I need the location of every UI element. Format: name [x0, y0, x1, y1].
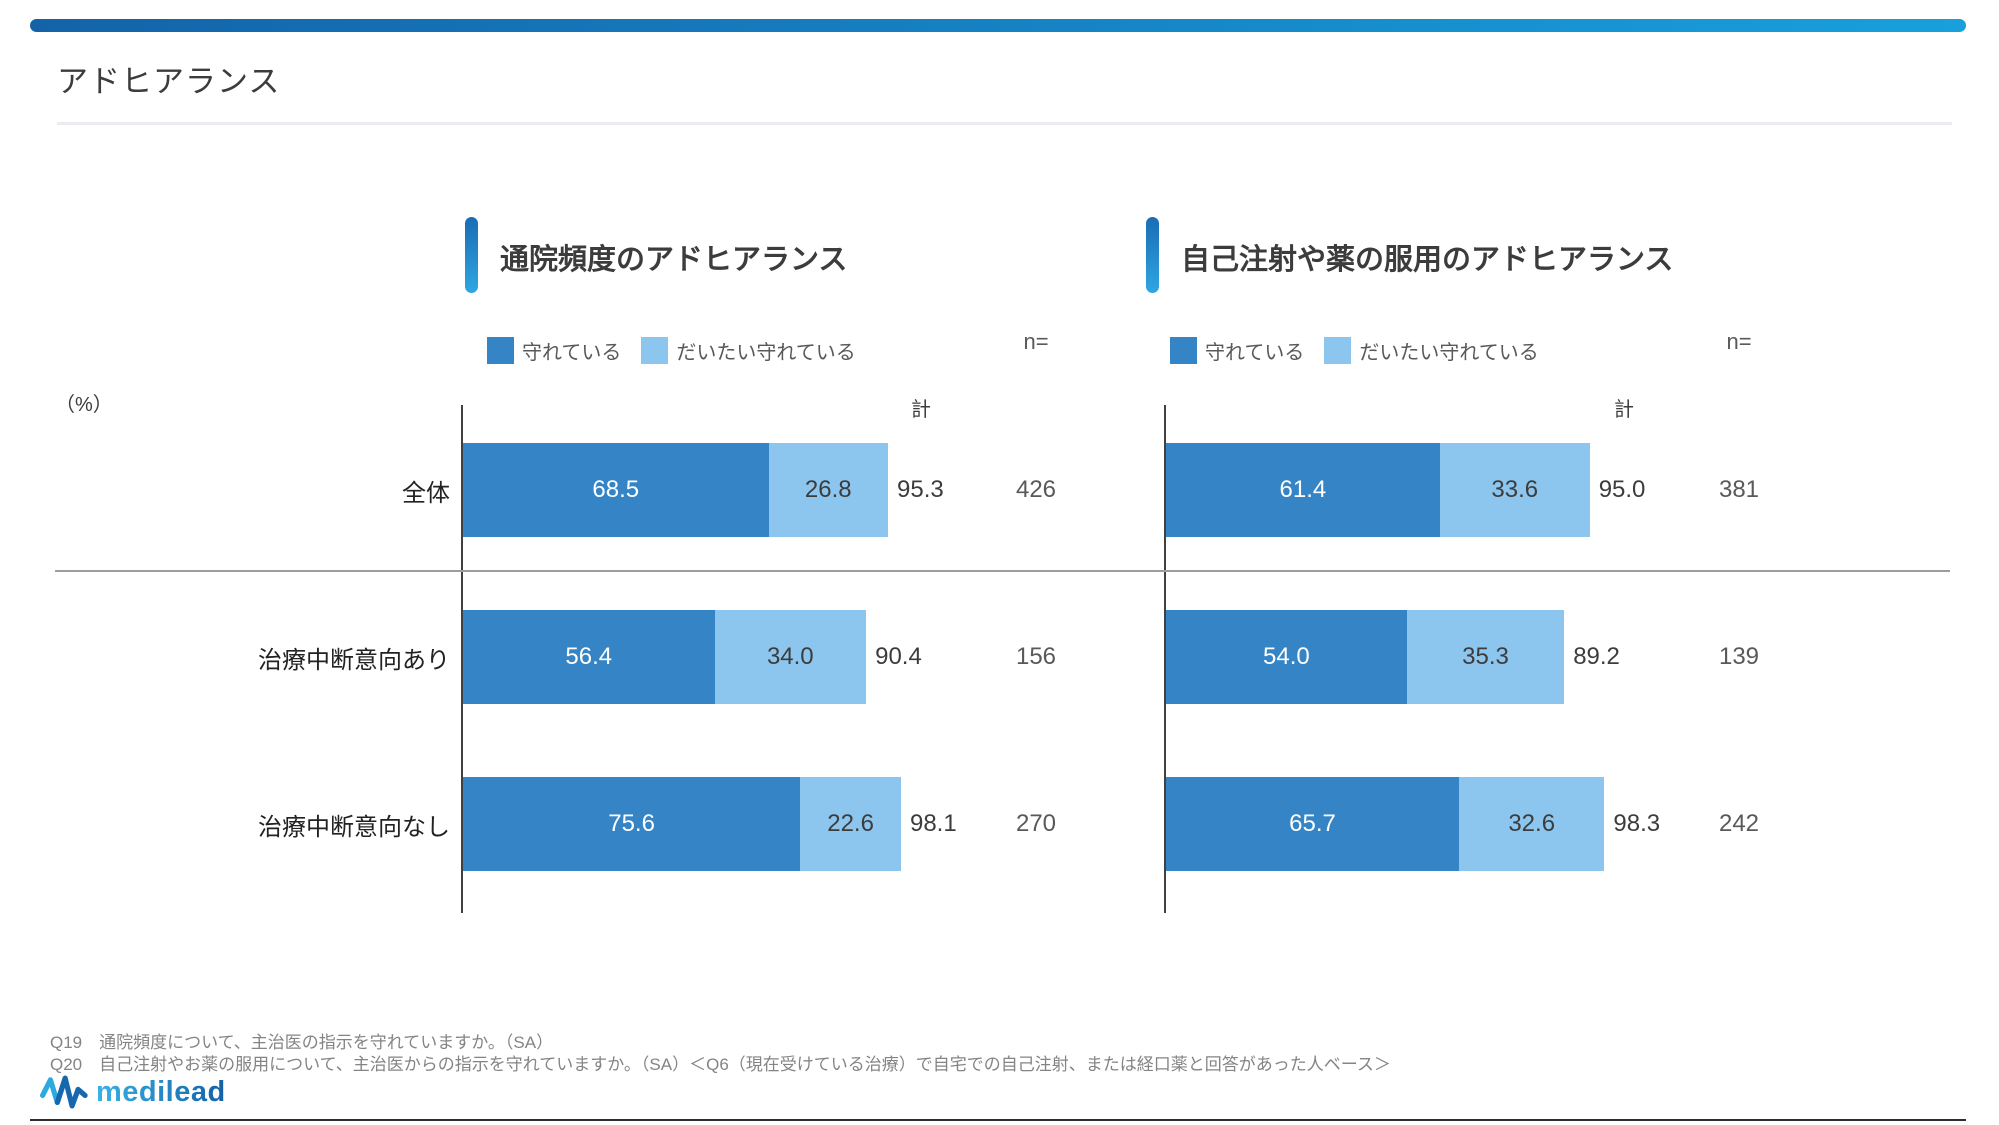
row-label: 治療中断意向なし: [258, 813, 450, 841]
row-label: 治療中断意向あり: [258, 646, 450, 674]
footer-note-q19: Q19 通院頻度について、主治医の指示を守れていますか。（SA）: [50, 1033, 554, 1052]
legend-label-mostly-kept: だいたい守れている: [1359, 342, 1539, 364]
legend-label-mostly-kept: だいたい守れている: [676, 342, 856, 364]
total-value: 98.1: [909, 810, 957, 837]
n-value: 139: [1718, 643, 1760, 670]
legend-right: 守れている だいたい守れている: [1170, 336, 1559, 365]
n-column-header-right: n=: [1726, 329, 1752, 354]
stacked-bar: 65.7 32.6 98.3: [1166, 777, 1660, 871]
bar-segment-mostly-kept: 32.6: [1459, 777, 1605, 871]
medilead-logo: medilead: [40, 1072, 226, 1112]
bar-segment-kept: 68.5: [463, 443, 769, 537]
bar-segment-mostly-kept: 22.6: [800, 777, 901, 871]
legend-left: 守れている だいたい守れている: [487, 336, 876, 365]
n-value: 381: [1718, 476, 1760, 503]
bar-segment-kept: 65.7: [1166, 777, 1459, 871]
bar-segment-mostly-kept: 35.3: [1406, 610, 1565, 704]
total-column-header-left: 計: [911, 399, 931, 421]
n-value: 270: [1015, 810, 1057, 837]
stacked-bar: 54.0 35.3 89.2: [1166, 610, 1620, 704]
footer-note-q20: Q20 自己注射やお薬の服用について、主治医からの指示を守れていますか。（SA）…: [50, 1055, 1391, 1074]
bar-segment-kept: 75.6: [463, 777, 801, 871]
legend-label-kept: 守れている: [522, 342, 622, 364]
n-value: 242: [1718, 810, 1760, 837]
y-axis-left: [461, 405, 463, 913]
stacked-bar: 61.4 33.6 95.0: [1166, 443, 1645, 537]
row-label: 全体: [402, 479, 450, 507]
stacked-bar: 56.4 34.0 90.4: [463, 610, 922, 704]
n-value: 156: [1015, 643, 1057, 670]
legend-swatch-kept: [1170, 337, 1197, 364]
chart-title-accent-bar: [465, 217, 478, 293]
page-title: アドヒアランス: [57, 64, 281, 99]
stacked-bar: 75.6 22.6 98.1: [463, 777, 957, 871]
y-axis-right: [1164, 405, 1166, 913]
bar-segment-kept: 56.4: [463, 610, 715, 704]
n-value: 426: [1015, 476, 1057, 503]
legend-label-kept: 守れている: [1205, 342, 1305, 364]
row-divider-line: [55, 570, 1950, 572]
bar-segment-mostly-kept: 33.6: [1439, 443, 1590, 537]
percent-unit-label: （%）: [55, 394, 113, 416]
total-value: 89.2: [1573, 643, 1620, 670]
total-value: 98.3: [1613, 810, 1661, 837]
bar-segment-mostly-kept: 26.8: [768, 443, 888, 537]
legend-swatch-mostly-kept: [641, 337, 669, 364]
stacked-bar: 68.5 26.8 95.3: [463, 443, 944, 537]
top-accent-bar: [30, 19, 1966, 32]
bar-segment-mostly-kept: 34.0: [714, 610, 867, 704]
total-value: 95.0: [1598, 476, 1646, 503]
legend-swatch-kept: [487, 337, 514, 364]
chart-title-accent-bar: [1146, 217, 1159, 293]
legend-swatch-mostly-kept: [1324, 337, 1352, 364]
n-column-header-left: n=: [1023, 329, 1049, 354]
chart-title-left: 通院頻度のアドヒアランス: [500, 244, 848, 276]
pulse-icon: [40, 1075, 88, 1109]
total-value: 95.3: [897, 476, 944, 503]
chart-title-right: 自己注射や薬の服用のアドヒアランス: [1181, 244, 1674, 276]
bottom-border-line: [30, 1119, 1966, 1121]
bar-segment-kept: 61.4: [1166, 443, 1440, 537]
total-column-header-right: 計: [1614, 399, 1634, 421]
logo-text: medilead: [96, 1075, 226, 1108]
title-divider: [57, 122, 1952, 125]
bar-segment-kept: 54.0: [1166, 610, 1407, 704]
total-value: 90.4: [875, 643, 922, 670]
